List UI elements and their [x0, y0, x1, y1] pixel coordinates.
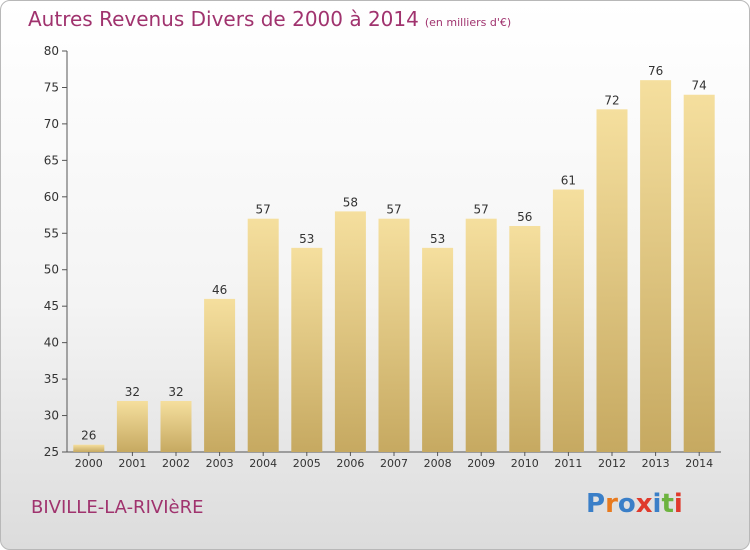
x-tick-label: 2014: [685, 457, 713, 470]
y-tick-label: 80: [44, 44, 59, 58]
bar: [683, 94, 715, 452]
bar-value-label: 56: [517, 210, 532, 224]
x-tick-label: 2008: [424, 457, 452, 470]
bar: [640, 80, 672, 452]
bar-value-label: 53: [430, 232, 445, 246]
x-tick-label: 2003: [206, 457, 234, 470]
x-tick-label: 2002: [162, 457, 190, 470]
bar-value-label: 32: [168, 385, 183, 399]
bar-value-label: 57: [474, 203, 489, 217]
logo-letter: i: [673, 489, 683, 519]
x-tick-label: 2001: [118, 457, 146, 470]
bar: [291, 247, 323, 452]
chart-subtitle: (en milliers d'€): [424, 16, 512, 29]
chart-axes: 25 30 35 40 45 50 55 60 65 70 75 80 2000 2001 2002 2003…: [44, 44, 721, 470]
bar-value-label: 76: [648, 64, 663, 78]
y-tick-label: 55: [44, 226, 59, 240]
bar-value-label: 57: [386, 203, 401, 217]
bar: [73, 444, 105, 452]
logo-letter: o: [617, 489, 636, 519]
x-tick-label: 2006: [336, 457, 364, 470]
chart-title: Autres Revenus Divers de 2000 à 2014 (en …: [28, 7, 511, 31]
bar-value-label: 32: [125, 385, 140, 399]
bar: [596, 109, 628, 452]
x-tick-label: 2010: [511, 457, 539, 470]
bar: [422, 247, 454, 452]
logo-letter: x: [635, 489, 653, 519]
bar-value-label: 58: [343, 195, 358, 209]
bar: [552, 189, 584, 452]
bar: [334, 211, 366, 452]
proxiti-logo: Proxiti: [586, 489, 683, 519]
logo-letter: t: [661, 489, 674, 519]
x-tick-label: 2012: [598, 457, 626, 470]
chart-title-text: Autres Revenus Divers de 2000 à 2014: [28, 7, 419, 31]
bar-value-label: 61: [561, 174, 576, 188]
bar: [204, 298, 236, 452]
bar: [465, 218, 497, 452]
bar: [378, 218, 410, 452]
y-tick-label: 70: [44, 117, 59, 131]
bar-value-label: 53: [299, 232, 314, 246]
logo-letter: P: [586, 489, 606, 519]
bar-value-label: 26: [81, 429, 96, 443]
x-tick-label: 2007: [380, 457, 408, 470]
y-tick-label: 60: [44, 190, 59, 204]
y-tick-label: 50: [44, 263, 59, 277]
y-tick-label: 25: [44, 445, 59, 459]
y-tick-label: 65: [44, 153, 59, 167]
bar-value-label: 74: [692, 79, 707, 93]
logo-letter: r: [605, 489, 618, 519]
y-tick-label: 45: [44, 299, 59, 313]
x-tick-label: 2004: [249, 457, 277, 470]
bar: [160, 400, 192, 452]
commune-name: BIVILLE-LA-RIVIèRE: [31, 497, 204, 518]
x-tick-label: 2013: [642, 457, 670, 470]
chart-bars: 26 32 32 46 57 53 58 57 53 57 56 61 72 76 74: [73, 64, 715, 452]
x-tick-label: 2009: [467, 457, 495, 470]
x-tick-label: 2000: [75, 457, 103, 470]
bar-value-label: 57: [256, 203, 271, 217]
x-tick-label: 2005: [293, 457, 321, 470]
x-tick-label: 2011: [554, 457, 582, 470]
bar: [509, 225, 541, 452]
logo-letter: i: [652, 489, 662, 519]
y-tick-label: 30: [44, 409, 59, 423]
bar: [247, 218, 279, 452]
bar-value-label: 46: [212, 283, 227, 297]
y-tick-label: 75: [44, 80, 59, 94]
y-tick-label: 40: [44, 336, 59, 350]
bar-value-label: 72: [604, 93, 619, 107]
y-tick-label: 35: [44, 372, 59, 386]
bar: [116, 400, 148, 452]
